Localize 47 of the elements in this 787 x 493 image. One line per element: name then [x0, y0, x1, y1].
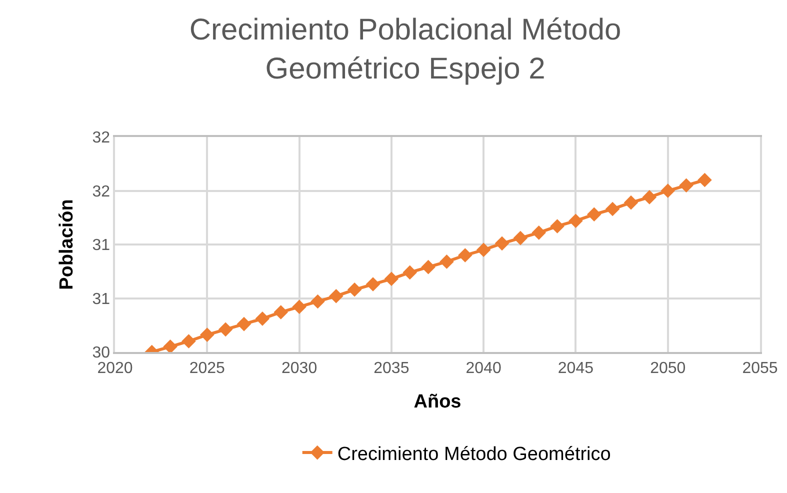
x-tick-label: 2020: [97, 360, 133, 377]
point: [421, 260, 436, 274]
y-tick-label: 31: [92, 290, 110, 308]
x-axis-title: Años: [414, 391, 462, 412]
point: [624, 195, 638, 210]
point: [255, 312, 270, 326]
point: [200, 328, 214, 342]
point: [163, 339, 178, 352]
point: [586, 207, 602, 222]
x-tick-label: 2030: [281, 360, 318, 377]
point: [568, 214, 583, 228]
point: [402, 265, 418, 280]
point: [274, 305, 288, 320]
point: [292, 300, 306, 314]
point: [550, 219, 564, 234]
point: [458, 248, 472, 262]
point: [679, 178, 694, 193]
point: [366, 277, 380, 292]
point: [440, 254, 454, 269]
point: [236, 316, 252, 332]
y-axis-title: Población: [56, 199, 78, 290]
y-tick-label: 31: [92, 237, 110, 254]
x-tick-label: 2040: [466, 360, 502, 377]
x-tick-label: 2055: [742, 360, 778, 377]
legend-label: Crecimiento Método Geométrico: [337, 444, 611, 465]
y-tick-label: 30: [92, 344, 110, 362]
point: [310, 294, 325, 309]
point: [605, 202, 620, 216]
point: [347, 282, 362, 297]
x-tick-label: 2050: [650, 360, 686, 377]
point: [698, 172, 712, 188]
x-tick-label: 2025: [189, 360, 226, 377]
point: [532, 226, 546, 240]
point: [660, 184, 676, 198]
point: [182, 334, 196, 348]
point: [384, 272, 399, 286]
point: [328, 288, 344, 304]
point: [494, 236, 510, 251]
point: [218, 322, 233, 337]
point: [476, 242, 491, 258]
point: [513, 230, 528, 246]
point: [642, 190, 657, 204]
y-tick-label: 32: [92, 183, 110, 200]
x-tick-label: 2045: [558, 360, 594, 377]
x-tick-label: 2035: [374, 360, 410, 377]
chart-title: Crecimiento Poblacional Método Geométrico Espejo 2: [189, 13, 622, 86]
y-tick-label: 32: [92, 130, 110, 147]
